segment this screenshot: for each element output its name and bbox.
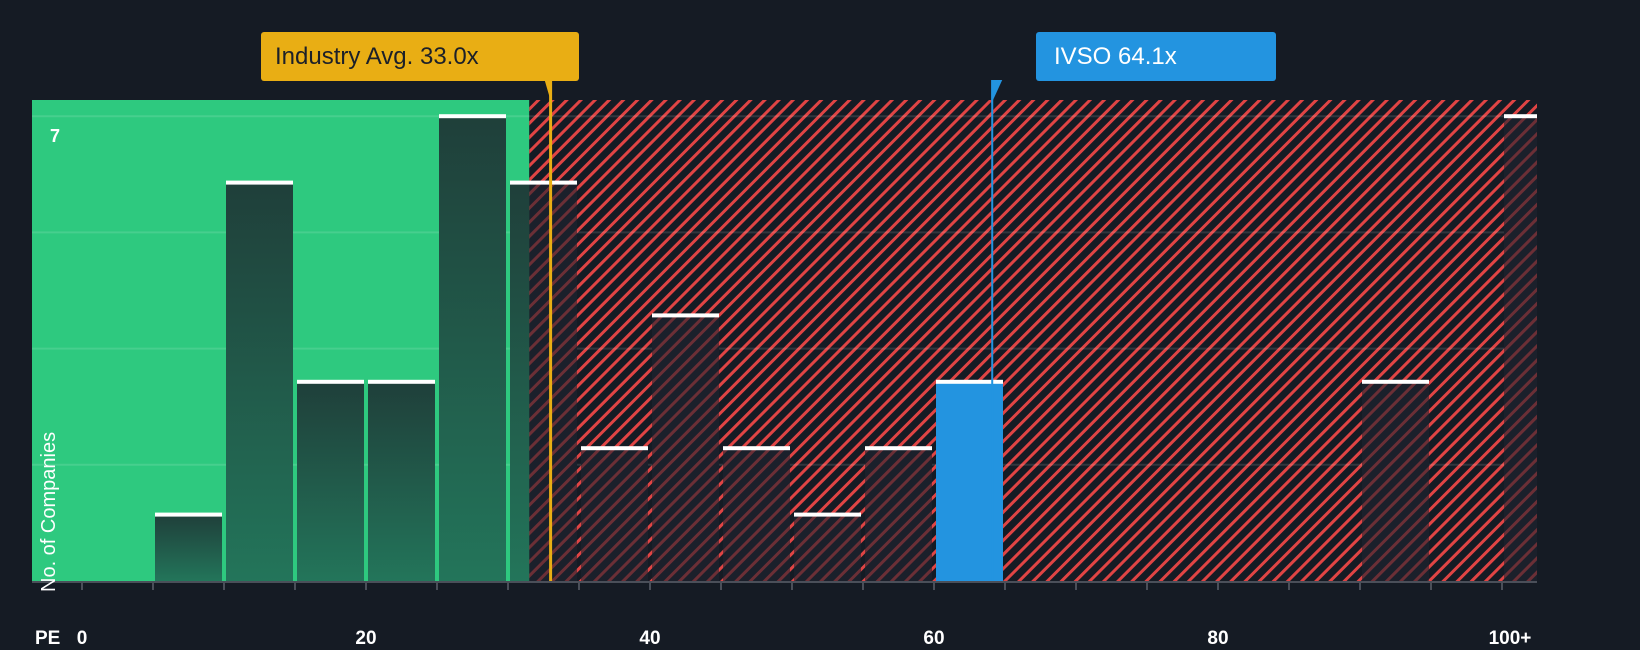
bar-cap — [226, 180, 293, 185]
histogram-bar — [439, 116, 506, 581]
bar-cap — [368, 379, 435, 384]
company-pe-label: IVSO 64.1x — [1036, 32, 1276, 81]
bar-cap — [1362, 379, 1429, 384]
x-axis — [32, 581, 1537, 590]
industry-average-text: Industry Avg. 33.0x — [275, 43, 479, 70]
industry-average-label: Industry Avg. 33.0x — [261, 32, 579, 81]
histogram-bar — [297, 381, 364, 581]
histogram-bar — [652, 315, 719, 581]
histogram-bar — [1504, 116, 1537, 581]
bar-cap — [510, 180, 577, 185]
histogram-bar — [529, 182, 577, 581]
histogram-bar — [510, 182, 530, 581]
histogram-bar — [368, 381, 435, 581]
histogram-bar — [723, 448, 790, 581]
bar-cap — [936, 379, 1003, 384]
bar-cap — [652, 313, 719, 318]
histogram-bar — [1362, 381, 1429, 581]
bar-cap — [155, 512, 222, 517]
bar-cap — [581, 446, 648, 451]
x-tick-label: 40 — [639, 628, 661, 649]
y-axis-max-tick: 7 — [50, 126, 61, 146]
y-axis-label: No. of Companies — [38, 431, 60, 592]
bar-cap — [439, 114, 506, 119]
industry-label-pointer — [544, 80, 552, 104]
bar-cap — [1504, 114, 1537, 119]
histogram-bar — [155, 514, 222, 581]
bar-cap — [723, 446, 790, 451]
x-tick-label: 80 — [1207, 628, 1229, 649]
x-tick-label: 100+ — [1488, 628, 1532, 649]
histogram-bar — [794, 514, 861, 581]
bar-cap — [865, 446, 932, 451]
histogram-bar — [865, 448, 932, 581]
bar-cap — [297, 379, 364, 384]
x-axis-label: PE — [35, 628, 61, 649]
histogram-bar — [581, 448, 648, 581]
x-tick-label: 0 — [76, 628, 88, 649]
x-tick-label: 60 — [923, 628, 945, 649]
company-pe-text: IVSO 64.1x — [1054, 43, 1177, 70]
marker-lines — [544, 80, 1003, 581]
x-tick-label: 20 — [355, 628, 377, 649]
bar-cap — [794, 512, 861, 517]
histogram-bar — [226, 182, 293, 581]
company-label-pointer — [991, 80, 1003, 104]
